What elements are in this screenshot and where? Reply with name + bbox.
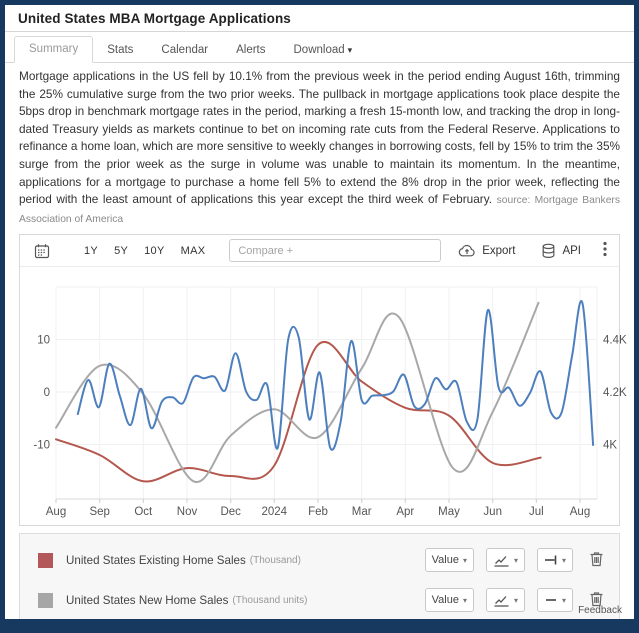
source-note: source: Mortgage Bankers Association of … <box>19 195 620 225</box>
axis-none-icon <box>545 599 556 602</box>
chart-canvas[interactable]: Aug Sep Oct Nov Dec 2024 Feb Mar Apr May Jun Jul Aug… <box>20 267 629 520</box>
svg-text:Oct: Oct <box>134 506 153 518</box>
chart-type-dropdown[interactable]: ▾ <box>485 548 525 573</box>
svg-text:4.2K: 4.2K <box>603 387 627 399</box>
export-cloud-icon <box>459 245 475 257</box>
line-chart-icon <box>494 555 509 567</box>
date-range-picker-button[interactable] <box>30 241 54 261</box>
svg-text:Apr: Apr <box>396 506 414 518</box>
page-title: United States MBA Mortgage Applications <box>18 10 291 26</box>
kebab-menu-icon <box>603 242 607 257</box>
api-button[interactable]: API <box>537 241 585 261</box>
tab-stats[interactable]: Stats <box>107 44 134 56</box>
chart-toolbar: 1Y 5Y 10Y MAX Export API <box>20 235 619 268</box>
svg-text:Feb: Feb <box>308 506 328 518</box>
tab-summary[interactable]: Summary <box>14 36 94 63</box>
axis-side-dropdown[interactable]: ▾ <box>536 588 573 613</box>
series-name: United States Existing Home Sales <box>66 553 246 567</box>
range-5y-button[interactable]: 5Y <box>106 242 136 260</box>
range-1y-button[interactable]: 1Y <box>76 242 106 260</box>
feedback-link[interactable]: Feedback <box>578 605 622 616</box>
axis-side-dropdown[interactable]: ▾ <box>536 548 573 573</box>
series-color-swatch[interactable] <box>38 592 53 608</box>
summary-section: Mortgage applications in the US fell by … <box>5 63 634 234</box>
value-mode-dropdown[interactable]: Value▾ <box>424 548 474 573</box>
chart-menu-button[interactable] <box>601 239 609 262</box>
svg-text:0: 0 <box>44 387 50 399</box>
svg-text:Aug: Aug <box>46 506 66 518</box>
series-unit: (Thousand units) <box>232 594 308 606</box>
value-mode-dropdown[interactable]: Value▾ <box>425 628 474 633</box>
caret-down-icon: ▾ <box>513 595 518 605</box>
trash-icon <box>590 552 603 566</box>
tab-download[interactable]: Download ▾ <box>293 44 353 56</box>
caret-down-icon: ▾ <box>561 595 566 605</box>
summary-text: Mortgage applications in the US fell by … <box>19 69 620 225</box>
svg-text:Mar: Mar <box>352 506 372 518</box>
series-name: United States New Home Sales <box>66 593 229 607</box>
tab-alerts[interactable]: Alerts <box>236 44 266 56</box>
svg-text:Nov: Nov <box>177 506 198 518</box>
title-bar: United States MBA Mortgage Applications <box>5 5 634 32</box>
legend-panel: United States Existing Home Sales (Thous… <box>19 533 620 633</box>
svg-text:Jun: Jun <box>483 506 502 518</box>
svg-text:May: May <box>438 506 460 518</box>
svg-text:Aug: Aug <box>570 506 590 518</box>
database-icon <box>543 243 555 258</box>
range-buttons: 1Y 5Y 10Y MAX <box>76 242 213 260</box>
tab-bar: Summary Stats Calendar Alerts Download ▾ <box>5 32 634 63</box>
value-mode-dropdown[interactable]: Value▾ <box>424 588 474 613</box>
chart-panel: 1Y 5Y 10Y MAX Export API <box>19 234 627 527</box>
chart-type-dropdown[interactable]: ▾ <box>486 628 525 633</box>
export-button[interactable]: Export <box>454 241 519 260</box>
series-unit: (Thousand) <box>249 554 301 566</box>
caret-down-icon: ▾ <box>561 555 566 565</box>
caret-down-icon: ▾ <box>462 595 467 605</box>
legend-row-new-home-sales: United States New Home Sales (Thousand u… <box>20 580 619 620</box>
svg-text:-10: -10 <box>33 440 50 452</box>
trash-icon <box>590 592 603 606</box>
caret-down-icon: ▾ <box>462 555 467 565</box>
line-chart-icon <box>494 595 509 607</box>
chart-type-dropdown[interactable]: ▾ <box>485 588 525 613</box>
chevron-down-icon: ▾ <box>347 45 353 55</box>
compare-input[interactable] <box>229 239 442 263</box>
svg-text:Dec: Dec <box>220 506 241 518</box>
calendar-icon <box>34 244 50 258</box>
axis-side-dropdown[interactable]: ▾ <box>537 628 573 633</box>
svg-text:2024: 2024 <box>262 506 288 518</box>
svg-text:4K: 4K <box>603 440 617 452</box>
axis-right-icon <box>544 555 557 565</box>
svg-text:Jul: Jul <box>529 506 544 518</box>
svg-text:10: 10 <box>37 335 50 347</box>
svg-text:4.4K: 4.4K <box>603 335 627 347</box>
tab-calendar[interactable]: Calendar <box>161 44 209 56</box>
range-max-button[interactable]: MAX <box>173 242 214 260</box>
window-bottom-bar <box>5 619 634 628</box>
caret-down-icon: ▾ <box>513 555 518 565</box>
range-10y-button[interactable]: 10Y <box>136 242 172 260</box>
delete-series-button[interactable] <box>588 590 605 611</box>
delete-series-button[interactable] <box>588 550 605 571</box>
series-color-swatch[interactable] <box>38 552 53 568</box>
legend-row-existing-home-sales: United States Existing Home Sales (Thous… <box>20 540 619 580</box>
svg-text:Sep: Sep <box>89 506 109 518</box>
